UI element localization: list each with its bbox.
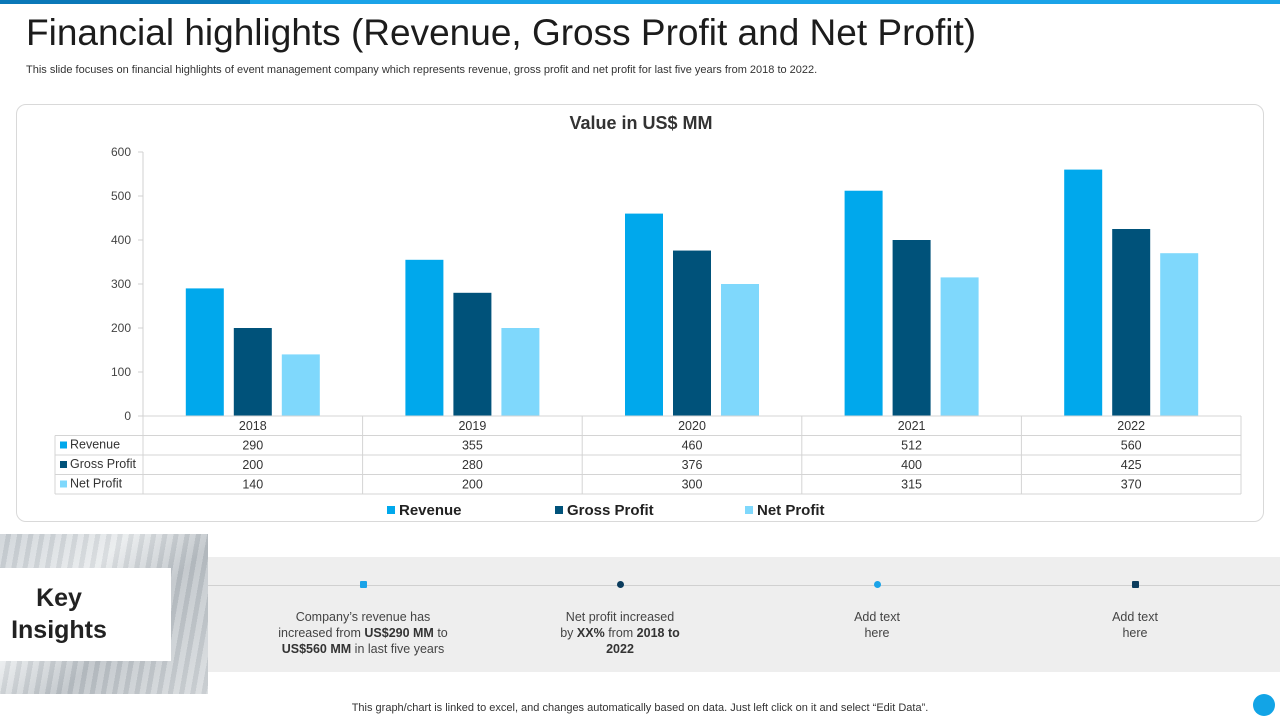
table-value: 200 bbox=[462, 478, 483, 492]
key-insights-heading: Key Insights bbox=[11, 584, 107, 644]
bar-net-profit-2018 bbox=[281, 354, 320, 416]
insight-text-2[interactable]: Net profit increased by XX% from 2018 to… bbox=[560, 610, 680, 656]
bar-gross-profit-2018 bbox=[233, 328, 272, 416]
y-tick-label: 600 bbox=[111, 145, 131, 159]
legend-label: Net Profit bbox=[757, 502, 825, 519]
top-accent-bar-dark bbox=[0, 0, 250, 4]
bar-net-profit-2019 bbox=[501, 328, 540, 416]
table-value: 140 bbox=[242, 478, 263, 492]
table-value: 512 bbox=[901, 439, 922, 453]
insights-strip bbox=[208, 557, 1280, 672]
table-series-label: Net Profit bbox=[70, 477, 123, 491]
insight-marker-4 bbox=[1131, 581, 1139, 588]
y-tick-label: 500 bbox=[111, 189, 131, 203]
bar-gross-profit-2019 bbox=[453, 292, 492, 416]
table-legend-key bbox=[60, 441, 67, 449]
y-tick-label: 300 bbox=[111, 277, 131, 291]
key-insights-box bbox=[0, 568, 171, 661]
bar-revenue-2022 bbox=[1064, 169, 1103, 416]
table-value: 280 bbox=[462, 458, 483, 472]
bar-revenue-2018 bbox=[185, 288, 224, 416]
insights-timeline bbox=[208, 585, 1280, 586]
chart-title: Value in US$ MM bbox=[569, 113, 712, 133]
chart-card[interactable]: Value in US$ MM 0 100 200 300 400 500 600 2018 20… bbox=[16, 104, 1264, 522]
bar-net-profit-2022 bbox=[1160, 253, 1199, 416]
y-tick-label: 400 bbox=[111, 233, 131, 247]
table-value: 560 bbox=[1121, 439, 1142, 453]
table-legend-key bbox=[60, 461, 67, 468]
legend-key-revenue bbox=[387, 506, 395, 514]
legend-label: Revenue bbox=[399, 502, 462, 519]
y-tick-label: 0 bbox=[124, 409, 131, 423]
table-value: 315 bbox=[901, 478, 922, 492]
top-accent-bar bbox=[0, 0, 1280, 4]
page-subtitle: This slide focuses on financial highligh… bbox=[26, 64, 818, 76]
bar-chart[interactable]: Value in US$ MM 0 100 200 300 400 500 600 2018 20… bbox=[17, 105, 1265, 523]
table-value: 460 bbox=[682, 439, 703, 453]
footer-note: This graph/chart is linked to excel, and… bbox=[351, 702, 929, 714]
table-value: 290 bbox=[242, 439, 263, 453]
legend-label: Gross Profit bbox=[567, 502, 654, 519]
table-value: 300 bbox=[682, 478, 703, 492]
bar-revenue-2019 bbox=[405, 259, 444, 416]
x-category-label: 2020 bbox=[678, 419, 706, 433]
corner-circle bbox=[1253, 694, 1275, 716]
insight-text-1[interactable]: Company’s revenue has increased from US$… bbox=[278, 610, 448, 656]
table-value: 400 bbox=[901, 458, 922, 472]
x-category-label: 2019 bbox=[458, 419, 486, 433]
insight-marker-3 bbox=[873, 581, 881, 588]
x-category-label: 2022 bbox=[1117, 419, 1145, 433]
x-category-label: 2018 bbox=[239, 419, 267, 433]
bar-gross-profit-2022 bbox=[1112, 229, 1151, 416]
page-title: Financial highlights (Revenue, Gross Pro… bbox=[26, 12, 977, 53]
y-tick-label: 100 bbox=[111, 365, 131, 379]
y-tick-label: 200 bbox=[111, 321, 131, 335]
table-series-label: Gross Profit bbox=[70, 457, 137, 471]
bar-gross-profit-2020 bbox=[673, 250, 711, 416]
bar-revenue-2020 bbox=[625, 213, 663, 416]
table-value: 370 bbox=[1121, 478, 1142, 492]
bar-gross-profit-2021 bbox=[892, 240, 931, 416]
table-value: 425 bbox=[1121, 458, 1142, 472]
insight-marker-1 bbox=[359, 581, 367, 588]
bar-net-profit-2020 bbox=[721, 284, 759, 416]
table-value: 376 bbox=[682, 458, 703, 472]
table-legend-key bbox=[60, 480, 67, 488]
insight-marker-2 bbox=[616, 581, 624, 588]
insight-text-3[interactable]: Add text here bbox=[854, 610, 900, 640]
bar-revenue-2021 bbox=[844, 190, 883, 416]
legend-key-net-profit bbox=[745, 506, 753, 514]
x-category-label: 2021 bbox=[898, 419, 926, 433]
legend-key-gross-profit bbox=[555, 506, 563, 514]
table-series-label: Revenue bbox=[70, 438, 120, 452]
insight-text-4[interactable]: Add text here bbox=[1112, 610, 1158, 640]
bar-net-profit-2021 bbox=[940, 277, 979, 416]
table-value: 355 bbox=[462, 439, 483, 453]
table-value: 200 bbox=[242, 458, 263, 472]
